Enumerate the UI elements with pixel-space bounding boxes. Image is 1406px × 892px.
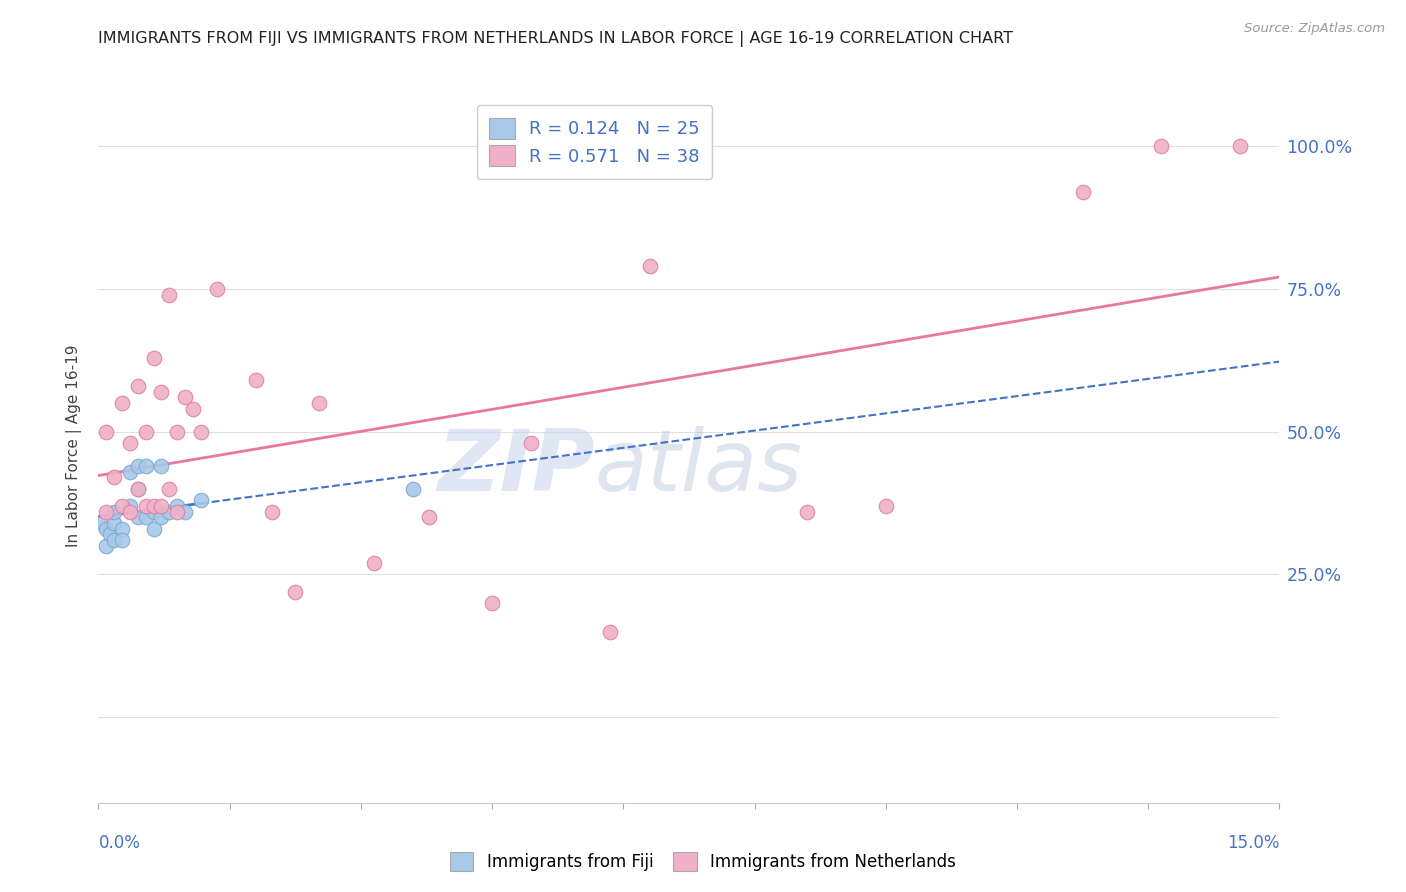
Point bbox=[96, 522, 118, 536]
Point bbox=[96, 539, 118, 553]
Point bbox=[142, 499, 165, 513]
Point bbox=[103, 470, 125, 484]
Point bbox=[118, 499, 141, 513]
Legend: R = 0.124   N = 25, R = 0.571   N = 38: R = 0.124 N = 25, R = 0.571 N = 38 bbox=[477, 105, 713, 178]
Point bbox=[190, 425, 212, 439]
Point bbox=[190, 493, 212, 508]
Point bbox=[150, 499, 173, 513]
Legend: Immigrants from Fiji, Immigrants from Netherlands: Immigrants from Fiji, Immigrants from Ne… bbox=[441, 843, 965, 880]
Point bbox=[150, 510, 173, 524]
Point bbox=[205, 282, 228, 296]
Point bbox=[418, 510, 440, 524]
Point bbox=[96, 505, 118, 519]
Point bbox=[599, 624, 621, 639]
Point bbox=[796, 505, 818, 519]
Point bbox=[111, 533, 134, 548]
Text: 0.0%: 0.0% bbox=[98, 834, 141, 852]
Text: Source: ZipAtlas.com: Source: ZipAtlas.com bbox=[1244, 22, 1385, 36]
Point bbox=[127, 482, 149, 496]
Point bbox=[96, 425, 118, 439]
Point bbox=[150, 384, 173, 399]
Point bbox=[142, 505, 165, 519]
Point bbox=[118, 436, 141, 450]
Point bbox=[111, 396, 134, 410]
Point bbox=[157, 287, 180, 301]
Point bbox=[135, 458, 157, 473]
Point bbox=[98, 527, 121, 541]
Point bbox=[142, 522, 165, 536]
Point bbox=[260, 505, 283, 519]
Point bbox=[135, 510, 157, 524]
Text: ZIP: ZIP bbox=[437, 425, 595, 509]
Text: atlas: atlas bbox=[595, 425, 803, 509]
Point bbox=[111, 499, 134, 513]
Point bbox=[91, 516, 114, 530]
Point bbox=[875, 499, 897, 513]
Text: 15.0%: 15.0% bbox=[1227, 834, 1279, 852]
Point bbox=[127, 510, 149, 524]
Point bbox=[181, 401, 204, 416]
Point bbox=[1229, 139, 1251, 153]
Point bbox=[174, 505, 197, 519]
Point bbox=[638, 259, 661, 273]
Point bbox=[142, 351, 165, 365]
Point bbox=[118, 505, 141, 519]
Point bbox=[103, 516, 125, 530]
Point bbox=[402, 482, 425, 496]
Point bbox=[166, 499, 188, 513]
Point bbox=[150, 458, 173, 473]
Point bbox=[1150, 139, 1173, 153]
Point bbox=[135, 499, 157, 513]
Point bbox=[157, 505, 180, 519]
Point bbox=[103, 505, 125, 519]
Point bbox=[135, 425, 157, 439]
Point bbox=[481, 596, 503, 610]
Point bbox=[127, 379, 149, 393]
Point bbox=[127, 482, 149, 496]
Point bbox=[157, 482, 180, 496]
Point bbox=[1071, 185, 1094, 199]
Point bbox=[284, 584, 307, 599]
Point bbox=[118, 465, 141, 479]
Point bbox=[103, 533, 125, 548]
Point bbox=[174, 391, 197, 405]
Point bbox=[127, 458, 149, 473]
Y-axis label: In Labor Force | Age 16-19: In Labor Force | Age 16-19 bbox=[66, 344, 83, 548]
Point bbox=[111, 522, 134, 536]
Point bbox=[166, 425, 188, 439]
Point bbox=[308, 396, 330, 410]
Point bbox=[245, 373, 267, 387]
Text: IMMIGRANTS FROM FIJI VS IMMIGRANTS FROM NETHERLANDS IN LABOR FORCE | AGE 16-19 C: IMMIGRANTS FROM FIJI VS IMMIGRANTS FROM … bbox=[98, 31, 1014, 47]
Point bbox=[520, 436, 543, 450]
Point bbox=[363, 556, 385, 570]
Point bbox=[166, 505, 188, 519]
